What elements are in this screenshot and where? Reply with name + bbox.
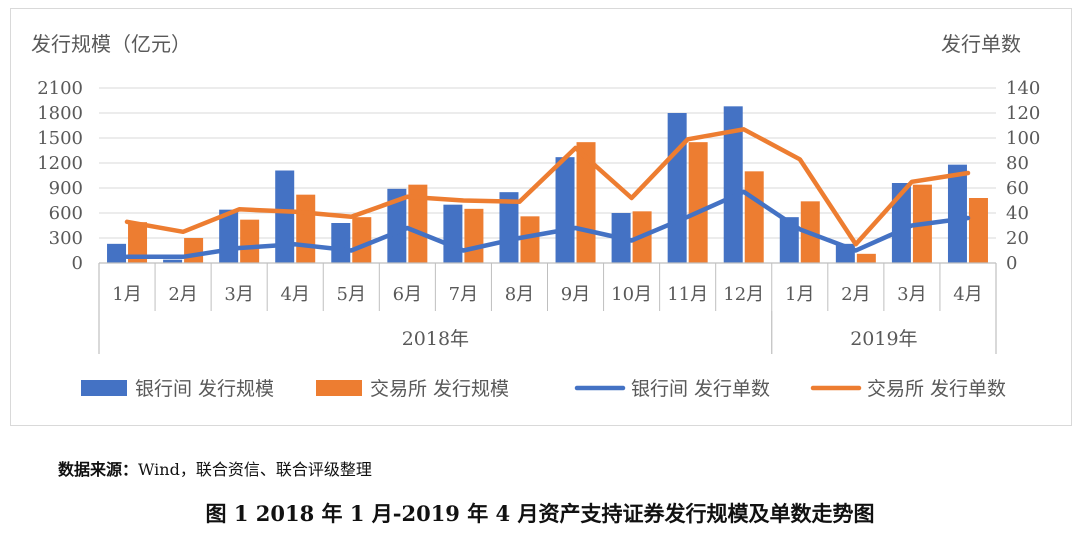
- bar: [443, 204, 463, 263]
- category-label: 12月: [723, 284, 764, 305]
- category-label: 8月: [505, 284, 534, 305]
- data-source: 数据来源：Wind，联合资信、联合评级整理: [58, 456, 372, 480]
- bar: [240, 219, 260, 263]
- bar: [499, 192, 519, 263]
- category-label: 2月: [841, 284, 870, 305]
- figure-caption: 图 1 2018 年 1 月-2019 年 4 月资产支持证券发行规模及单数走势…: [205, 501, 875, 526]
- bar: [331, 223, 351, 263]
- category-label: 7月: [449, 284, 478, 305]
- y-right-tick-label: 80: [1006, 153, 1029, 174]
- bar: [163, 259, 183, 263]
- category-label: 2月: [168, 284, 197, 305]
- bar: [555, 157, 575, 263]
- category-label: 1月: [785, 284, 814, 305]
- category-label: 6月: [393, 284, 422, 305]
- bar: [688, 142, 708, 263]
- bar: [296, 194, 316, 263]
- year-label: 2019年: [850, 328, 917, 350]
- y-left-tick-label: 2100: [37, 78, 83, 99]
- data-source-label: 数据来源：: [58, 460, 139, 479]
- legend-label: 银行间 发行单数: [631, 378, 770, 400]
- category-label: 1月: [112, 284, 141, 305]
- legend-swatch: [81, 380, 127, 396]
- y-right-tick-label: 60: [1006, 178, 1029, 199]
- y-left-tick-label: 900: [49, 178, 83, 199]
- bar: [723, 106, 743, 263]
- category-label: 9月: [561, 284, 590, 305]
- bar: [856, 253, 876, 263]
- y-right-tick-label: 100: [1006, 128, 1040, 149]
- category-label: 3月: [897, 284, 926, 305]
- legend-label: 交易所 发行规模: [370, 378, 509, 400]
- y-left-tick-label: 300: [49, 228, 83, 249]
- series-line: [124, 189, 971, 260]
- legend-label: 交易所 发行单数: [867, 378, 1006, 400]
- data-source-text: Wind，联合资信、联合评级整理: [138, 460, 372, 479]
- bar: [387, 188, 407, 263]
- y-right-tick-label: 0: [1006, 253, 1017, 274]
- bar: [128, 222, 148, 263]
- bar: [667, 113, 687, 263]
- category-label: 4月: [280, 284, 309, 305]
- bar: [184, 238, 204, 263]
- year-label: 2018年: [402, 328, 469, 350]
- bar: [744, 171, 764, 263]
- y-right-tick-label: 20: [1006, 228, 1029, 249]
- bar: [408, 184, 428, 263]
- bar: [891, 183, 911, 263]
- y-right-tick-label: 140: [1006, 78, 1040, 99]
- bar: [779, 217, 799, 263]
- legend-label: 银行间 发行规模: [135, 378, 274, 400]
- legend-swatch: [316, 380, 362, 396]
- bar: [968, 198, 988, 263]
- y-left-tick-label: 1200: [37, 153, 83, 174]
- bar: [107, 243, 127, 263]
- y-left-axis-title: 发行规模（亿元）: [31, 32, 191, 56]
- y-left-tick-label: 1800: [37, 103, 83, 124]
- chart-frame: 发行规模（亿元） 发行单数 0 0 300 20 600 40 900 60 1200 80 1500 1…: [10, 8, 1072, 426]
- category-label: 3月: [224, 284, 253, 305]
- series-line: [124, 127, 971, 247]
- y-left-tick-label: 1500: [37, 128, 83, 149]
- category-label: 5月: [337, 284, 366, 305]
- y-right-tick-label: 40: [1006, 203, 1029, 224]
- chart: 发行规模（亿元） 发行单数 0 0 300 20 600 40 900 60 1200 80 1500 1…: [31, 32, 1040, 400]
- y-right-tick-label: 120: [1006, 103, 1040, 124]
- bar: [520, 216, 540, 263]
- category-label: 4月: [953, 284, 982, 305]
- category-label: 11月: [667, 284, 708, 305]
- category-label: 10月: [611, 284, 652, 305]
- bar: [352, 217, 372, 263]
- bar: [275, 170, 295, 263]
- y-left-tick-label: 600: [49, 203, 83, 224]
- bar: [947, 164, 967, 263]
- bar: [464, 208, 484, 263]
- y-left-tick-label: 0: [72, 253, 83, 274]
- y-right-axis-title: 发行单数: [941, 32, 1021, 56]
